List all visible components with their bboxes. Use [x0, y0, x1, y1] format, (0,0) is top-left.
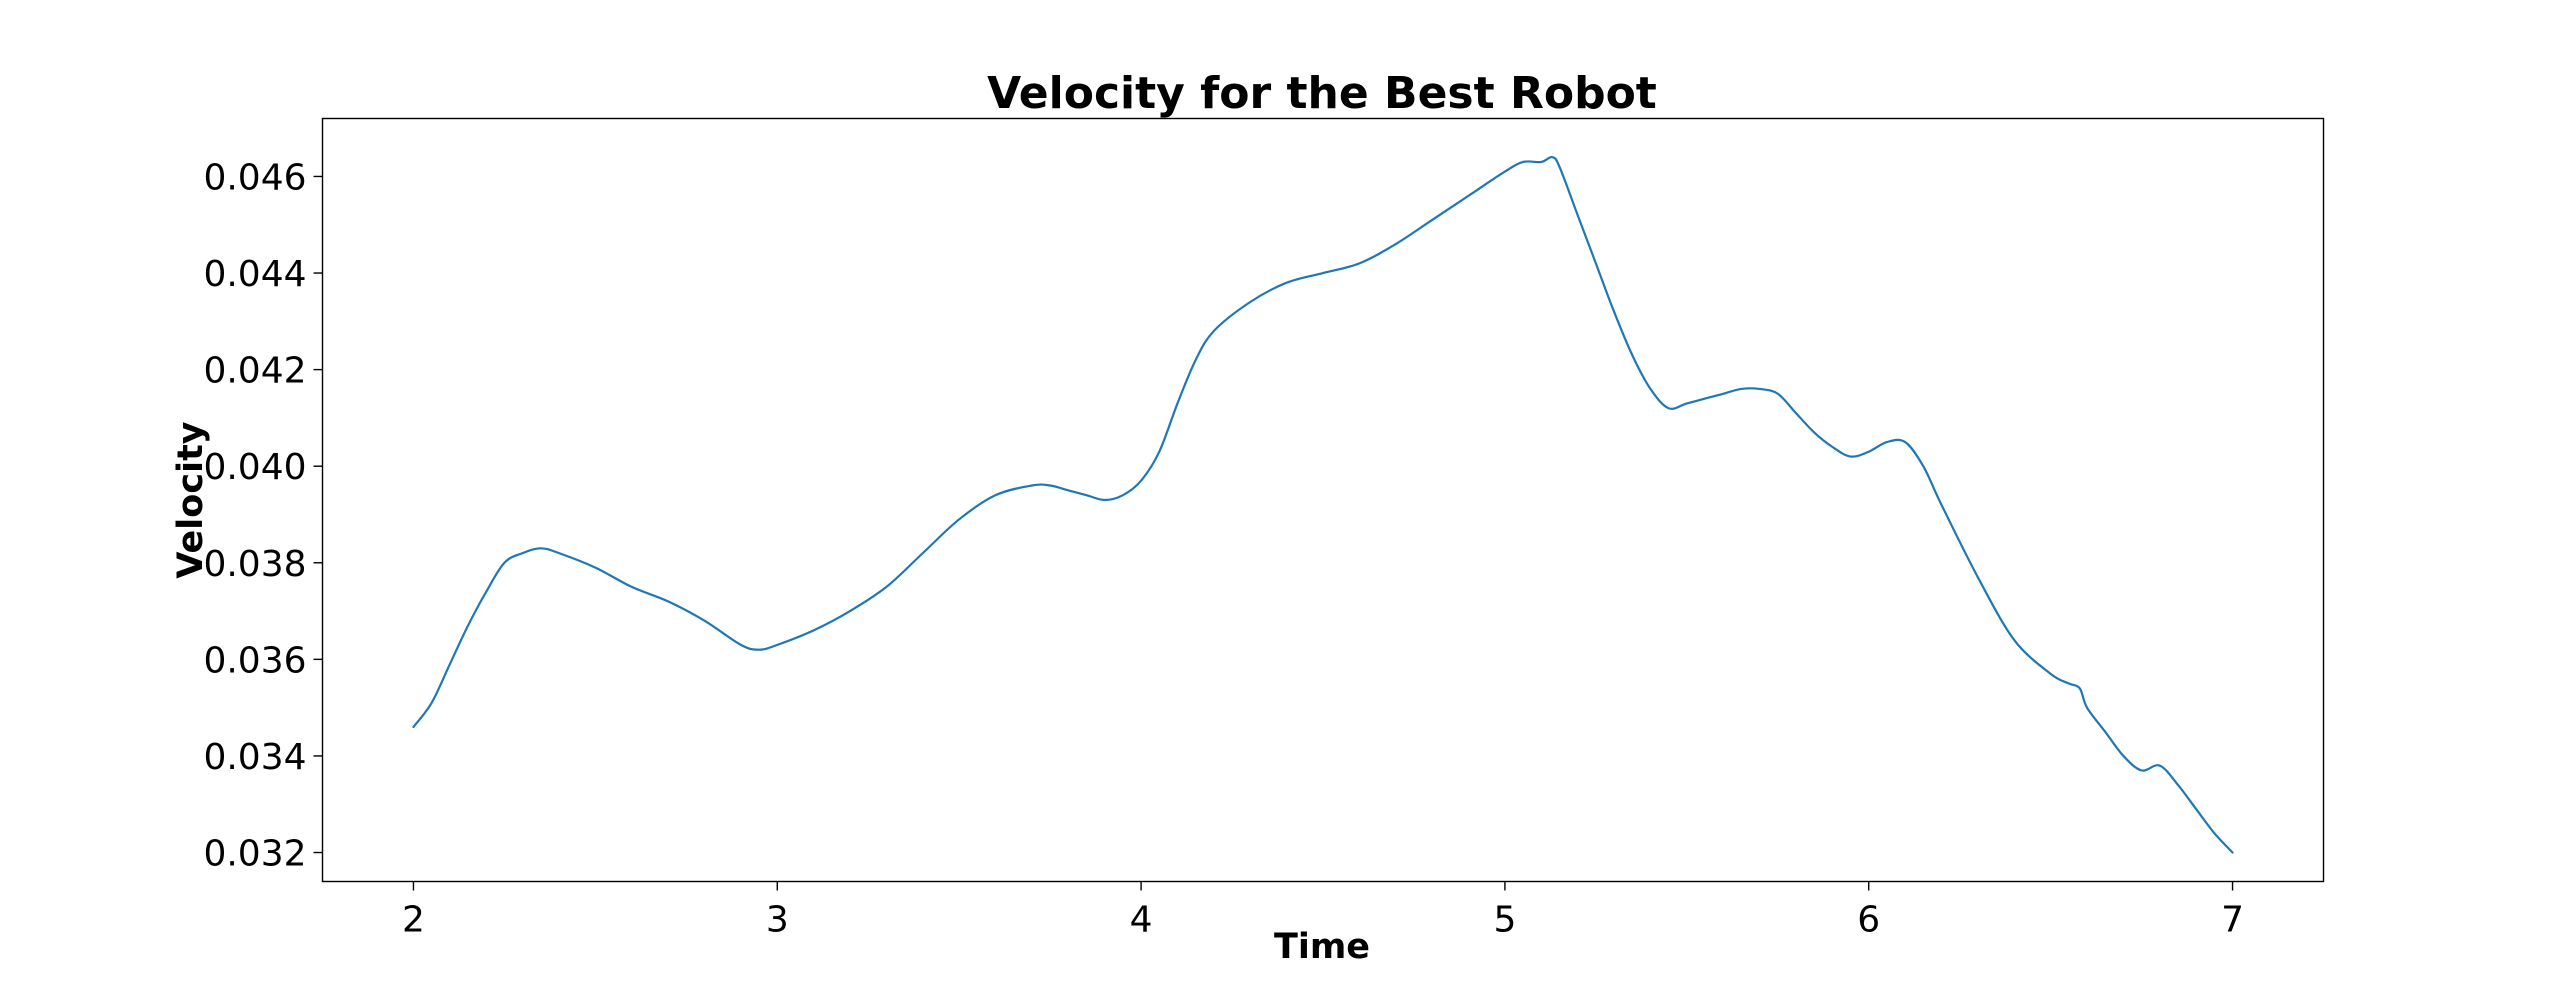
- x-axis-title: Time: [1274, 927, 1370, 967]
- y-tick-label: 0.044: [203, 254, 306, 295]
- y-tick-label: 0.036: [203, 640, 306, 681]
- y-axis-ticks: 0.032 0.034 0.036 0.038 0.040 0.042 0.044 0.046: [203, 157, 323, 875]
- y-tick-label: 0.038: [203, 544, 306, 585]
- chart-title: Velocity for the Best Robot: [987, 68, 1657, 119]
- plot-area-frame: [321, 117, 2325, 883]
- series-layer: [412, 155, 2234, 854]
- y-tick-label: 0.042: [203, 351, 306, 392]
- y-tick-label: 0.034: [203, 737, 306, 778]
- y-axis-title: Velocity: [171, 421, 211, 578]
- y-tick-label: 0.046: [203, 157, 306, 198]
- y-tick-label: 0.032: [203, 834, 306, 875]
- x-tick-label: 6: [1857, 900, 1880, 941]
- x-axis-ticks: 2 3 4 5 6 7: [402, 881, 2244, 941]
- velocity-series-line: [412, 155, 2234, 854]
- x-tick-label: 2: [402, 900, 425, 941]
- x-tick-label: 4: [1130, 900, 1153, 941]
- x-tick-label: 5: [1493, 900, 1516, 941]
- x-tick-label: 3: [766, 900, 789, 941]
- y-tick-label: 0.040: [203, 447, 306, 488]
- x-tick-label: 7: [2221, 900, 2244, 941]
